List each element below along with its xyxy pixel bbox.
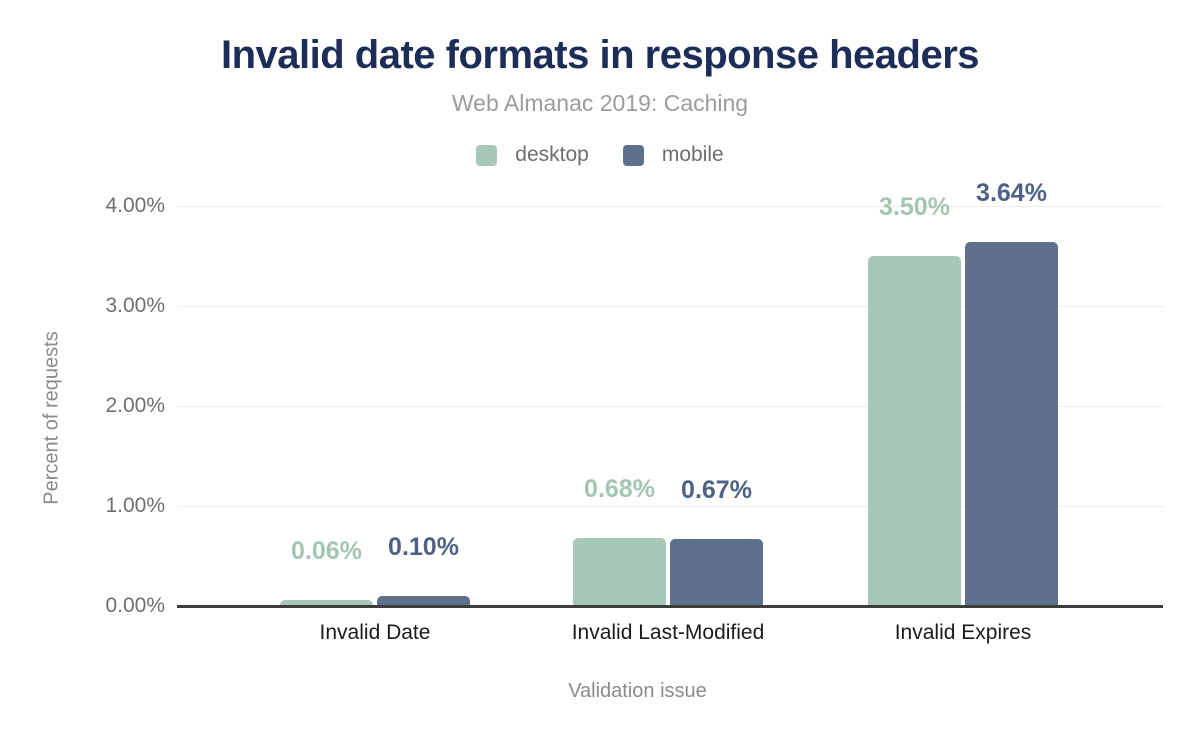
value-label-mobile-invalid-date: 0.10% (388, 533, 459, 561)
x-category-label-invalid-last-modified: Invalid Last-Modified (571, 621, 765, 644)
legend-item-desktop: desktop (476, 143, 589, 167)
x-axis-baseline (177, 605, 1163, 608)
legend-label-mobile: mobile (661, 143, 724, 166)
bar-mobile-invalid-last-modified[interactable] (670, 539, 763, 606)
value-label-mobile-invalid-last-modified: 0.67% (681, 476, 752, 504)
chart-subtitle: Web Almanac 2019: Caching (451, 90, 749, 116)
legend-swatch-desktop (476, 144, 498, 166)
chart-title: Invalid date formats in response headers (220, 33, 980, 77)
bar-desktop-invalid-expires[interactable] (868, 256, 961, 606)
bar-desktop-invalid-date[interactable] (280, 600, 373, 606)
plot-area: 0.06% 0.10% 0.68% 0.67% 3.50% 3.64% (177, 181, 1163, 608)
value-label-desktop-invalid-date: 0.06% (291, 537, 362, 565)
value-label-desktop-invalid-last-modified: 0.68% (584, 475, 655, 503)
gridline-1-00- (177, 506, 1163, 507)
legend-label-desktop: desktop (515, 143, 589, 166)
bar-mobile-invalid-expires[interactable] (965, 242, 1058, 606)
value-label-desktop-invalid-expires: 3.50% (879, 193, 950, 221)
y-tick-label-0-00-: 0.00% (105, 594, 165, 617)
x-category-label-invalid-expires: Invalid Expires (894, 621, 1032, 644)
y-tick-label-4-00-: 4.00% (105, 194, 165, 217)
bar-desktop-invalid-last-modified[interactable] (573, 538, 666, 606)
gridline-4-00- (177, 206, 1163, 207)
x-category-label-invalid-date: Invalid Date (319, 621, 431, 644)
gridline-3-00- (177, 306, 1163, 307)
gridline-2-00- (177, 406, 1163, 407)
value-label-mobile-invalid-expires: 3.64% (976, 179, 1047, 207)
legend-item-mobile: mobile (622, 143, 724, 167)
bar-mobile-invalid-date[interactable] (377, 596, 470, 606)
legend-swatch-mobile (622, 144, 644, 166)
y-axis-title: Percent of requests (40, 331, 63, 505)
x-axis-title: Validation issue (568, 680, 707, 702)
legend: desktop mobile (0, 143, 1200, 167)
y-tick-label-2-00-: 2.00% (105, 394, 165, 417)
y-tick-label-3-00-: 3.00% (105, 294, 165, 317)
y-tick-label-1-00-: 1.00% (105, 494, 165, 517)
